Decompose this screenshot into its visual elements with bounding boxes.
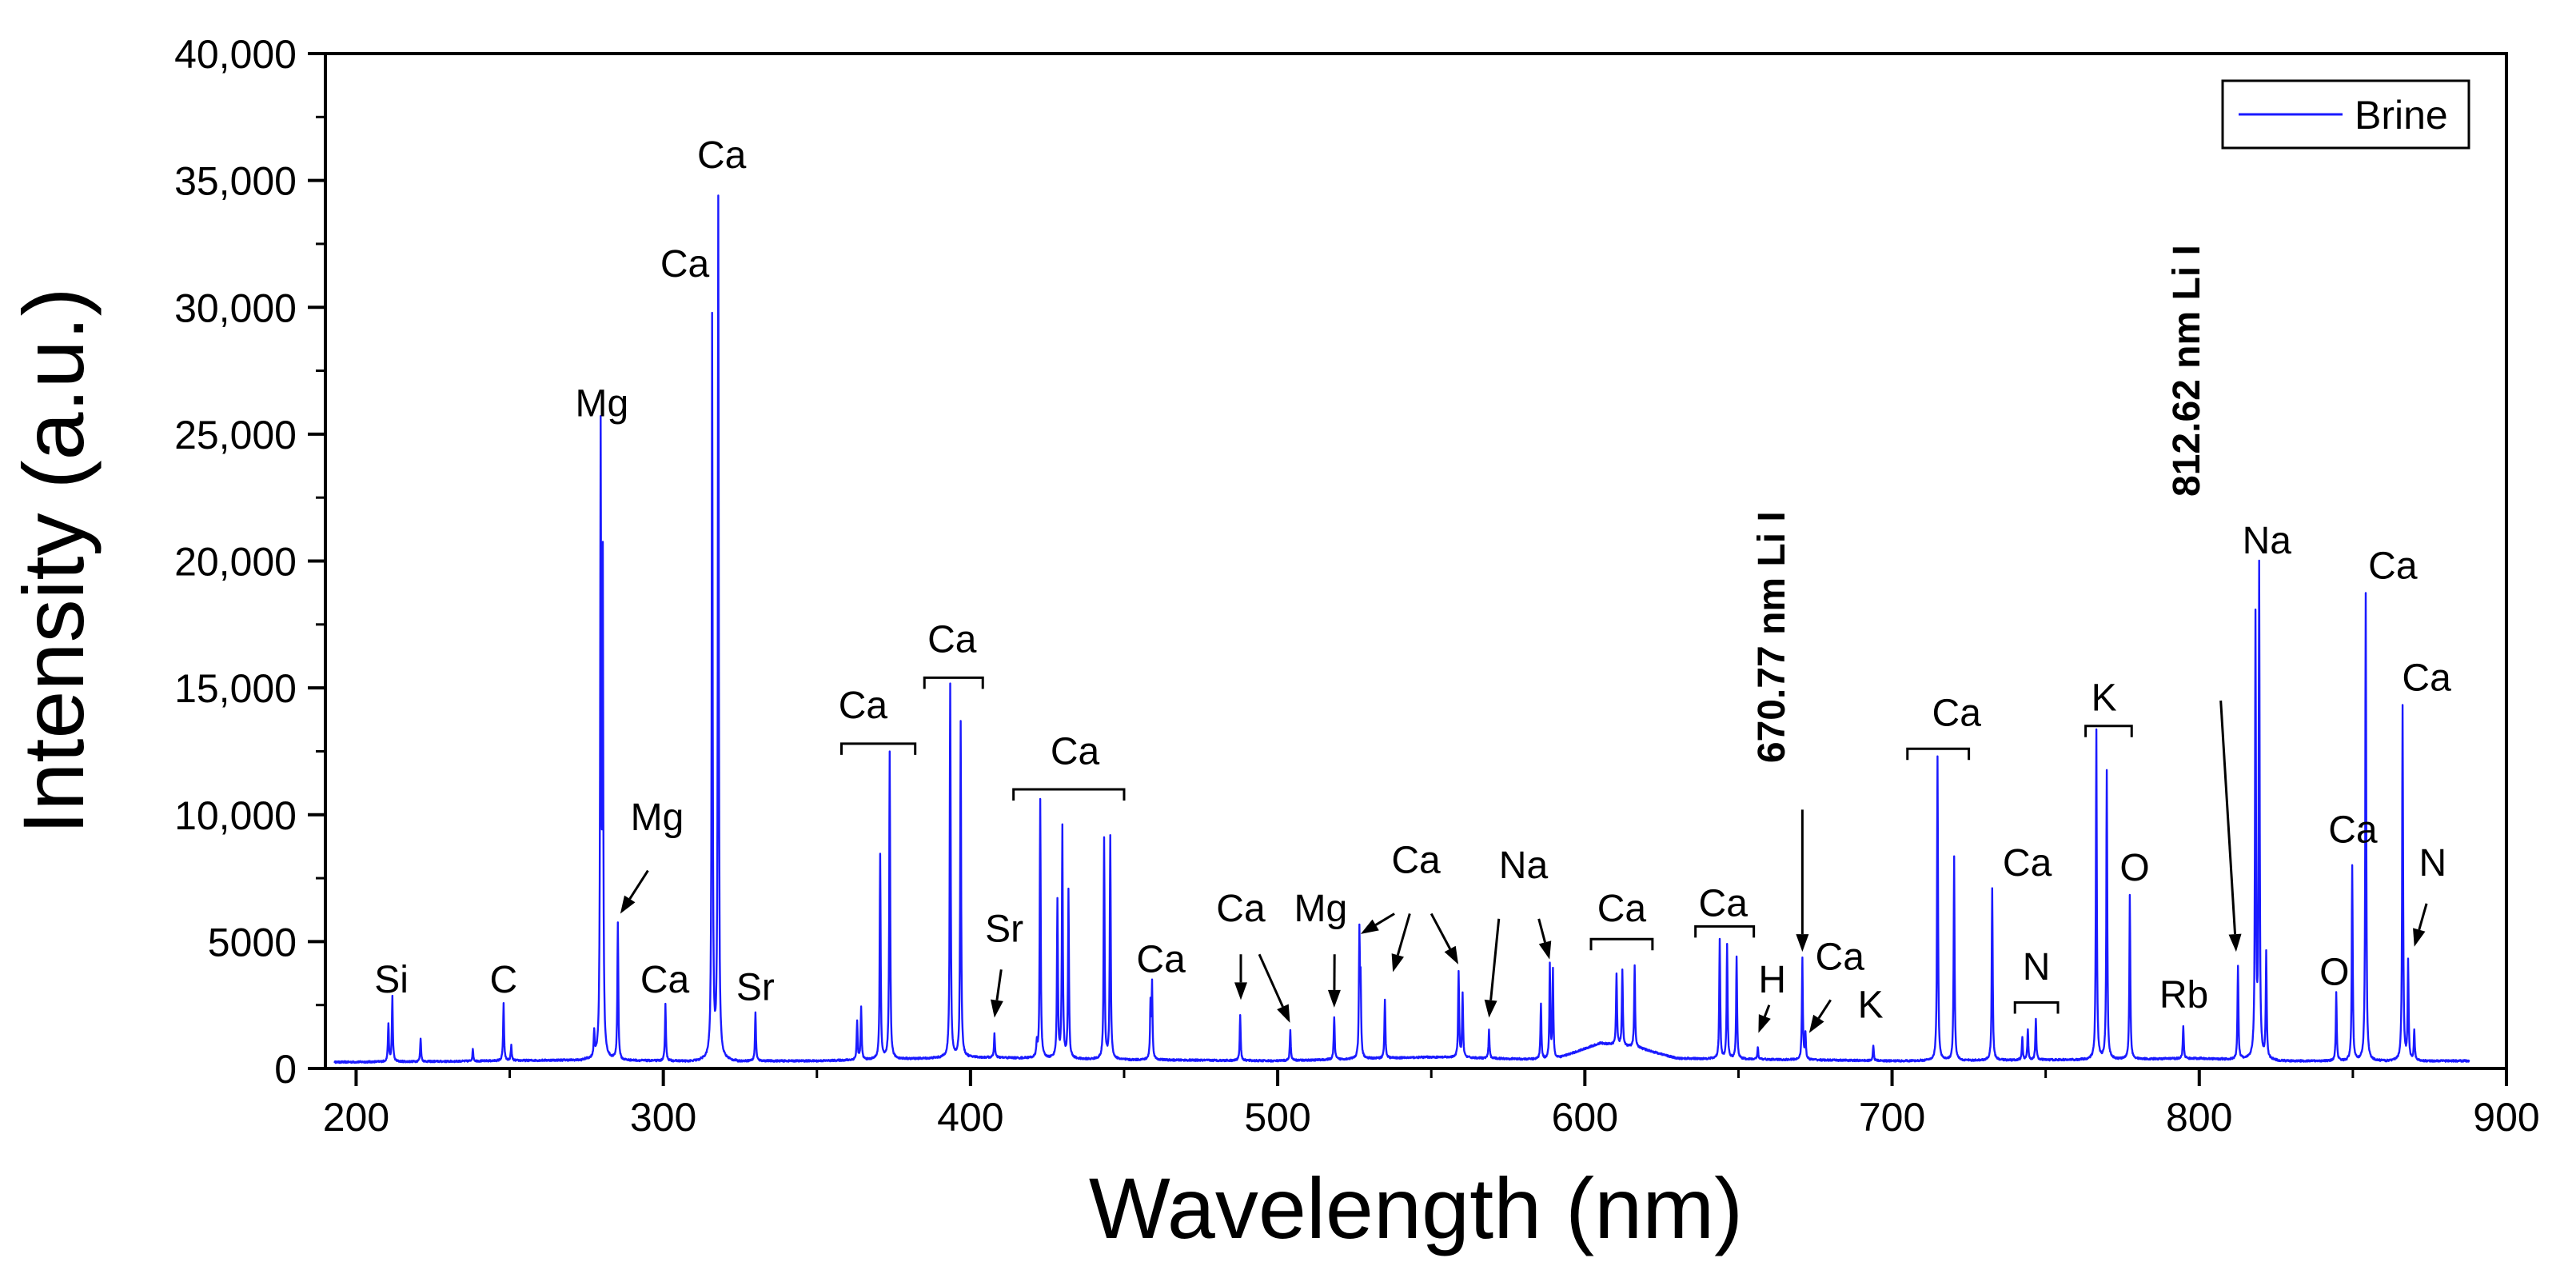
element-label: Ca bbox=[927, 619, 977, 661]
arrow-line bbox=[1763, 1004, 1771, 1017]
legend-label: Brine bbox=[2355, 93, 2448, 138]
element-label: Rb bbox=[2159, 974, 2208, 1016]
element-label: Ca bbox=[2328, 809, 2378, 852]
x-tick-label: 500 bbox=[1244, 1095, 1310, 1140]
element-label: Ca bbox=[1816, 936, 1865, 978]
bracket bbox=[2013, 1001, 2060, 1014]
element-label: Sr bbox=[985, 908, 1023, 950]
arrow-line bbox=[1374, 913, 1395, 926]
bracket bbox=[1906, 747, 1971, 761]
arrow-head bbox=[1538, 941, 1552, 960]
element-label: Mg bbox=[631, 797, 684, 839]
element-label: Ca bbox=[2368, 545, 2418, 588]
x-tick-label: 700 bbox=[1859, 1095, 1925, 1140]
element-label: Mg bbox=[575, 383, 628, 425]
legend: Brine bbox=[2221, 79, 2470, 150]
x-tick-label: 200 bbox=[323, 1095, 389, 1140]
x-tick-label: 300 bbox=[630, 1095, 696, 1140]
element-label: Ca bbox=[1932, 693, 1982, 735]
element-label: Ca bbox=[839, 685, 888, 727]
arrow-head bbox=[1277, 1004, 1290, 1023]
y-tick-label: 40,000 bbox=[174, 32, 297, 77]
element-label: K bbox=[1858, 984, 1884, 1027]
element-label: Ca bbox=[660, 243, 710, 286]
arrow-line bbox=[1258, 953, 1284, 1008]
arrow-head bbox=[620, 895, 636, 914]
element-label: Ca bbox=[1051, 730, 1100, 773]
element-label: H bbox=[1758, 959, 1786, 1001]
y-tick-label: 15,000 bbox=[174, 666, 297, 711]
axis-layer: 200 300 400 500 600 700 800 900 0 5000 10,000 15,00… bbox=[174, 32, 2540, 1140]
arrow-head bbox=[990, 999, 1003, 1018]
element-label: O bbox=[2319, 951, 2349, 993]
element-label: Na bbox=[2243, 520, 2292, 562]
y-axis-title: Intensity (a.u.) bbox=[5, 287, 102, 834]
x-tick-label: 900 bbox=[2473, 1095, 2539, 1140]
arrow-line bbox=[1817, 999, 1832, 1019]
element-label: K bbox=[2092, 677, 2117, 720]
arrow-line bbox=[628, 869, 649, 900]
bracket bbox=[1012, 788, 1126, 801]
element-label: N bbox=[2418, 842, 2446, 885]
arrow-head bbox=[1796, 934, 1809, 953]
y-tick-label: 0 bbox=[274, 1047, 297, 1092]
arrow-head bbox=[1444, 945, 1459, 964]
arrow-head bbox=[1234, 982, 1247, 1000]
arrow-line bbox=[1537, 918, 1546, 943]
arrow-head bbox=[1327, 989, 1341, 1008]
arrow-head bbox=[2413, 928, 2426, 947]
element-label: Mg bbox=[1294, 888, 1348, 930]
element-label: Sr bbox=[736, 966, 775, 1008]
x-axis-title: Wavelength (nm) bbox=[1089, 1160, 1743, 1256]
element-label: Si bbox=[374, 959, 409, 1001]
arrow-line bbox=[1396, 913, 1411, 956]
element-label: Ca bbox=[697, 134, 747, 177]
element-label: Ca bbox=[1216, 888, 1266, 930]
element-label: Ca bbox=[1391, 840, 1441, 882]
bracket bbox=[840, 742, 917, 755]
arrow-line bbox=[2418, 903, 2428, 930]
y-tick-label: 25,000 bbox=[174, 413, 297, 457]
spectrum-layer bbox=[333, 194, 2470, 1064]
y-tick-label: 10,000 bbox=[174, 793, 297, 838]
arrow-line bbox=[1489, 918, 1501, 1000]
element-label: N bbox=[2023, 946, 2051, 988]
x-tick-label: 800 bbox=[2166, 1095, 2232, 1140]
y-tick-label: 30,000 bbox=[174, 286, 297, 330]
x-tick-label: 600 bbox=[1552, 1095, 1618, 1140]
element-label: Ca bbox=[1699, 883, 1749, 925]
arrow-head bbox=[1360, 919, 1379, 934]
bracket bbox=[923, 676, 984, 689]
arrow-head bbox=[2228, 933, 2242, 953]
y-tick-label: 5000 bbox=[208, 920, 297, 964]
element-label: O bbox=[2119, 847, 2149, 889]
series-line-brine bbox=[333, 194, 2470, 1064]
arrow-head bbox=[1758, 1014, 1771, 1033]
element-label: Na bbox=[1499, 845, 1549, 887]
arrow-head bbox=[1391, 953, 1404, 972]
arrow-head bbox=[1484, 999, 1497, 1018]
y-tick-label: 35,000 bbox=[174, 159, 297, 204]
x-tick-label: 400 bbox=[937, 1095, 1003, 1140]
y-tick-label: 20,000 bbox=[174, 540, 297, 585]
element-label: Ca bbox=[1136, 938, 1186, 980]
element-label: Ca bbox=[640, 959, 690, 1001]
arrow-line bbox=[1430, 913, 1452, 950]
element-label: Ca bbox=[2402, 657, 2451, 699]
arrow-line bbox=[995, 969, 1003, 1000]
element-label: C bbox=[490, 959, 518, 1001]
bracket bbox=[1589, 937, 1654, 951]
bracket bbox=[1694, 925, 1756, 938]
element-label: Ca bbox=[1597, 888, 1647, 930]
element-label: 812.62 nm Li I bbox=[2166, 245, 2208, 497]
element-label: 670.77 nm Li I bbox=[1751, 511, 1793, 763]
bracket bbox=[2084, 725, 2133, 737]
arrow-head bbox=[1808, 1014, 1824, 1033]
arrow-line bbox=[2219, 700, 2237, 935]
element-label: Ca bbox=[2003, 842, 2052, 885]
